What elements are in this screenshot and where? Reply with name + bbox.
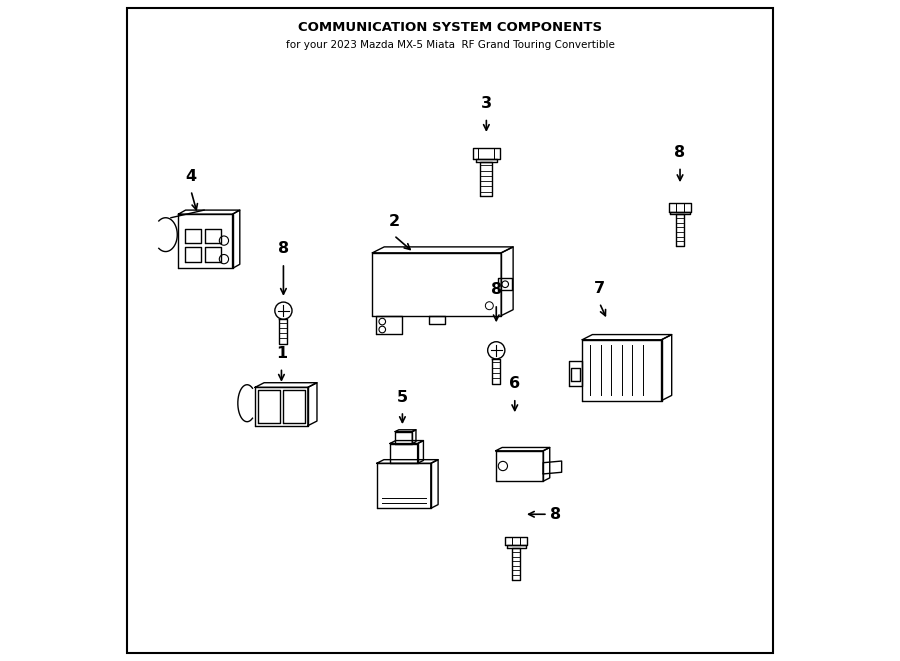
Text: COMMUNICATION SYSTEM COMPONENTS: COMMUNICATION SYSTEM COMPONENTS: [298, 21, 602, 34]
Text: 8: 8: [278, 241, 289, 256]
Text: 6: 6: [509, 376, 520, 391]
Text: 4: 4: [185, 169, 196, 184]
Text: 1: 1: [276, 346, 287, 361]
Text: 8: 8: [491, 282, 502, 297]
Text: for your 2023 Mazda MX-5 Miata  RF Grand Touring Convertible: for your 2023 Mazda MX-5 Miata RF Grand …: [285, 40, 615, 50]
Text: 5: 5: [397, 389, 408, 405]
Text: 2: 2: [388, 214, 400, 229]
Text: 7: 7: [594, 281, 605, 296]
Text: 3: 3: [481, 96, 492, 111]
Text: 8: 8: [674, 145, 686, 160]
Text: 8: 8: [551, 507, 562, 522]
